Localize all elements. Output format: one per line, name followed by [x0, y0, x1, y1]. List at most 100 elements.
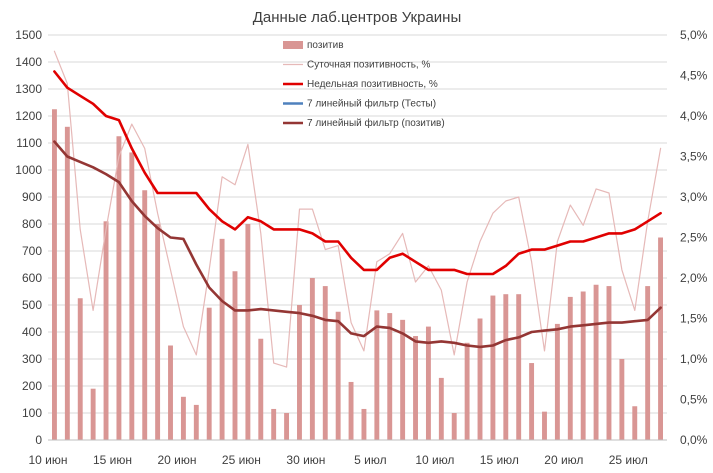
x-tick-label: 10 июл	[415, 453, 454, 467]
bar-positive	[103, 221, 109, 440]
y-left-tick-label: 300	[22, 352, 42, 366]
bar-positive	[219, 238, 225, 440]
legend-label: Суточная позитивность, %	[307, 60, 430, 71]
bar-positive	[129, 152, 135, 440]
bar-positive	[490, 295, 496, 440]
y-right-tick-label: 2,5%	[680, 231, 708, 245]
legend: позитив Суточная позитивность, % Недельная…	[283, 40, 445, 129]
y-right-tick-label: 1,5%	[680, 312, 708, 326]
y-left-tick-label: 1300	[15, 82, 42, 96]
y-right-tick-label: 4,0%	[680, 109, 708, 123]
bar-positive	[425, 326, 431, 440]
legend-swatch-bar	[283, 41, 303, 49]
bar-positive	[567, 296, 573, 440]
bar-positive	[64, 126, 70, 441]
bar-positive	[658, 237, 664, 440]
bar-positive	[348, 381, 354, 440]
x-tick-label: 15 июн	[93, 453, 132, 467]
bar-positive	[232, 271, 238, 440]
bar-positive	[645, 286, 651, 440]
bar-positive	[580, 291, 586, 440]
lines-group	[53, 50, 662, 368]
bar-positive	[168, 345, 173, 440]
y-left-tick-label: 100	[22, 406, 42, 420]
y-left-tick-label: 600	[22, 271, 42, 285]
bar-positive	[322, 286, 328, 440]
bar-positive	[400, 319, 406, 440]
legend-label: позитив	[307, 40, 344, 51]
legend-label: 7 линейный фильтр (Тесты)	[307, 98, 436, 110]
y-left-tick-label: 0	[35, 433, 42, 447]
y-left-tick-label: 400	[22, 325, 42, 339]
bars-group	[51, 109, 664, 441]
bar-positive	[90, 388, 96, 440]
bar-positive	[503, 294, 509, 440]
bar-positive	[77, 298, 83, 440]
bar-positive	[51, 109, 57, 440]
y-left-tick-label: 1500	[15, 28, 42, 42]
y-left-tick-label: 1000	[15, 163, 42, 177]
legend-label: Недельная позитивность, %	[307, 79, 438, 90]
y-left-tick-label: 1100	[16, 136, 42, 150]
bar-positive	[593, 284, 599, 440]
bar-positive	[155, 224, 161, 440]
y-right-tick-label: 5,0%	[680, 28, 708, 42]
line-daily-positivity	[53, 50, 662, 368]
y-right-tick-label: 4,5%	[680, 69, 708, 83]
bar-positive	[529, 363, 535, 440]
bar-positive	[516, 294, 522, 440]
y-right-tick-label: 3,0%	[680, 190, 708, 204]
bar-positive	[632, 406, 638, 440]
y-right-tick-label: 3,5%	[680, 150, 708, 164]
bar-positive	[271, 408, 277, 440]
bar-positive	[438, 377, 444, 440]
x-tick-label: 5 июл	[354, 453, 386, 467]
bar-positive	[335, 311, 341, 440]
bar-positive	[206, 307, 212, 440]
x-tick-label: 25 июн	[222, 453, 261, 467]
bar-positive	[606, 286, 612, 440]
bar-positive	[542, 411, 547, 440]
axes-group: 0 100 200 300 400 500 600 700 800 900 1000 1100 1200…	[15, 28, 707, 467]
y-left-tick-label: 500	[22, 298, 42, 312]
bar-positive	[116, 136, 122, 440]
y-left-tick-label: 700	[22, 244, 42, 258]
y-left-tick-label: 900	[22, 190, 42, 204]
x-tick-label: 20 июл	[544, 453, 583, 467]
bar-positive	[387, 313, 393, 440]
bar-positive	[193, 404, 199, 440]
x-tick-label: 20 июн	[157, 453, 196, 467]
y-right-tick-label: 0,5%	[680, 393, 708, 407]
x-tick-label: 30 июн	[286, 453, 325, 467]
y-right-tick-label: 2,0%	[680, 271, 708, 285]
bar-positive	[258, 338, 264, 440]
bar-positive	[297, 305, 302, 440]
bar-positive	[464, 342, 470, 440]
bar-positive	[142, 190, 148, 440]
line-filter-positive	[53, 140, 662, 349]
x-tick-label: 10 июн	[28, 453, 67, 467]
bar-positive	[554, 323, 560, 440]
y-left-tick-label: 1200	[15, 109, 42, 123]
y-right-tick-label: 1,0%	[680, 352, 708, 366]
x-tick-label: 25 июл	[609, 453, 648, 467]
bar-positive	[361, 408, 367, 440]
bar-positive	[284, 413, 290, 440]
y-left-tick-label: 1400	[15, 55, 42, 69]
bar-positive	[451, 413, 457, 440]
bar-positive	[477, 318, 483, 440]
bar-positive	[309, 278, 315, 440]
bar-positive	[413, 336, 418, 440]
chart-title: Данные лаб.центров Украины	[253, 9, 462, 26]
bar-positive	[374, 310, 380, 440]
legend-label: 7 линейный фильтр (позитив)	[307, 117, 445, 129]
bar-positive	[180, 396, 186, 440]
line-weekly-positivity	[53, 70, 662, 276]
y-left-tick-label: 200	[22, 379, 42, 393]
gridlines	[48, 34, 667, 441]
y-left-tick-label: 800	[22, 217, 42, 231]
bar-positive	[619, 359, 625, 440]
bar-positive	[245, 224, 251, 440]
x-tick-label: 15 июл	[480, 453, 519, 467]
